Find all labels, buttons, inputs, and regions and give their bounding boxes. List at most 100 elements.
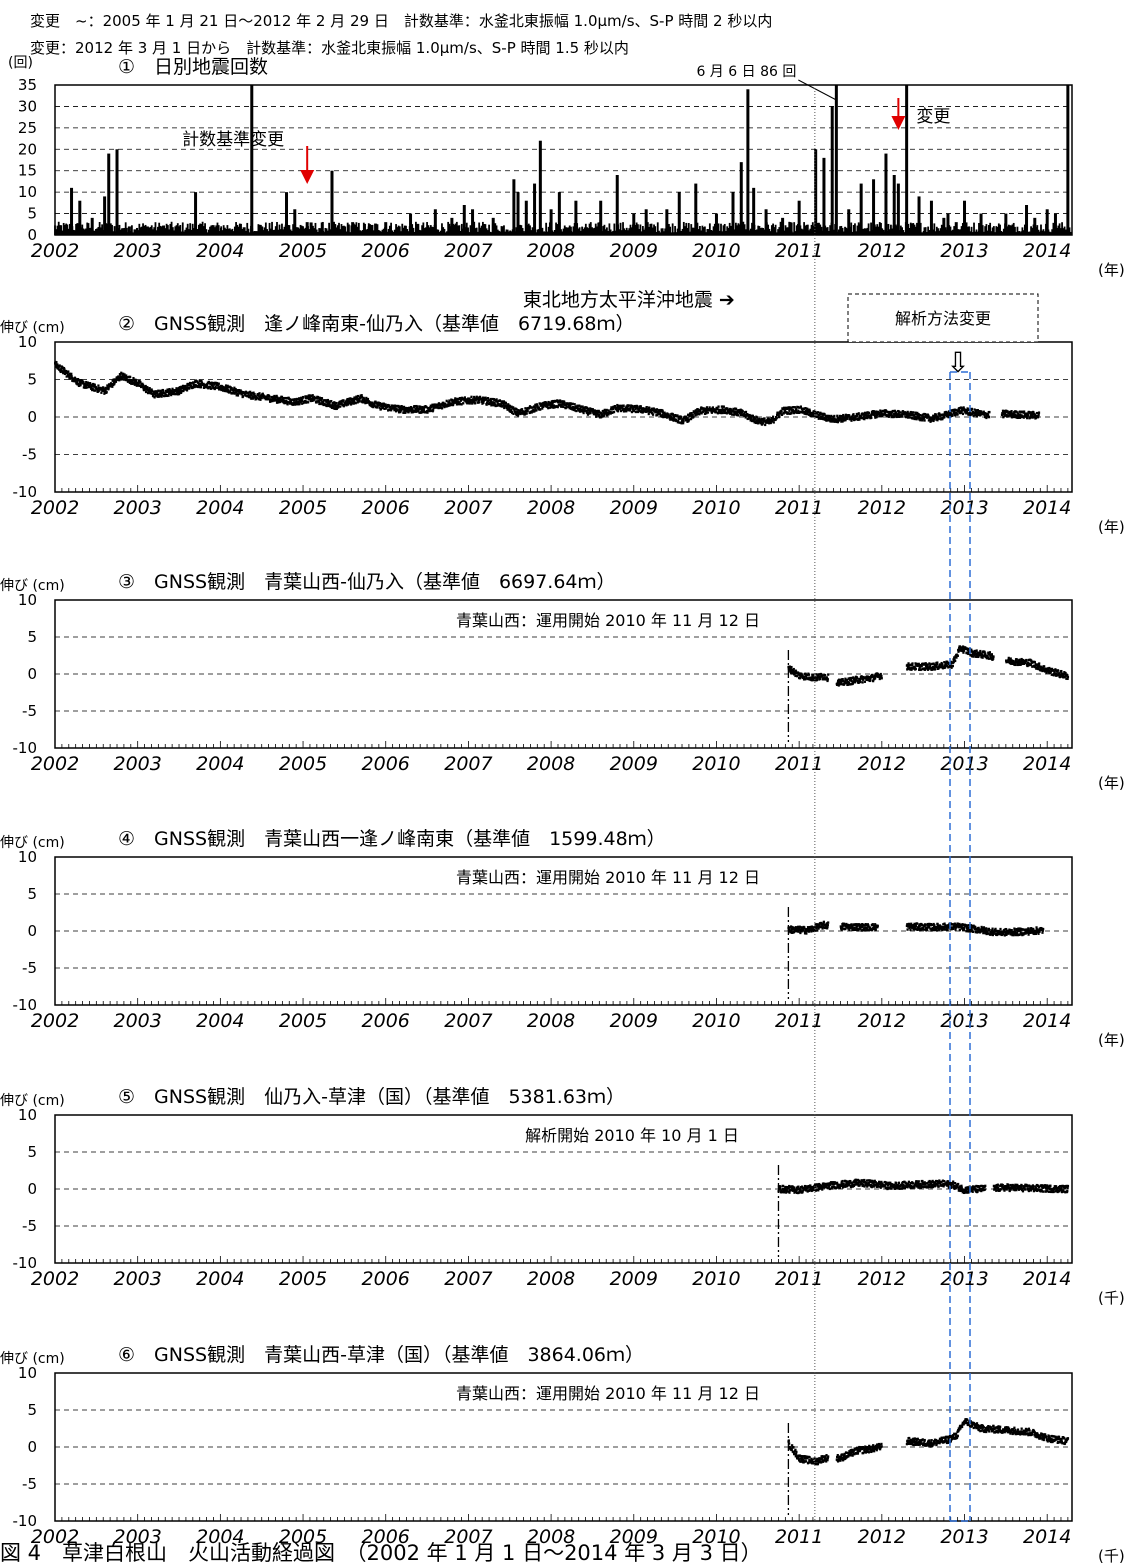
data-point [634,410,637,414]
data-point [848,679,852,682]
data-point [281,399,284,403]
data-point [331,402,335,405]
x-axis-unit: (年) [1098,261,1125,279]
data-point [989,654,992,657]
data-point [560,405,563,408]
data-point [671,413,675,416]
data-point [947,410,951,413]
data-point [943,661,946,664]
data-point [630,410,633,414]
data-point [128,381,131,384]
data-point [586,409,589,412]
data-point [812,673,815,676]
data-point [615,407,618,410]
data-point [806,673,809,677]
data-point [911,417,915,420]
data-point [132,376,135,380]
data-point [515,407,518,411]
data-point [56,363,59,366]
data-point [1014,413,1017,417]
data-point [927,419,930,422]
data-point [863,413,866,417]
data-point [512,406,515,409]
bar [250,85,254,235]
data-point [771,420,774,423]
x-tick-label: 2012 [858,240,906,262]
data-point [573,403,576,406]
x-tick-label: 2004 [196,240,244,262]
data-point [552,406,555,409]
header-line-2-text: ：2012 年 3 月 1 日から 計数基準：水釜北東振幅 1.0μm/s、S-… [60,39,629,57]
y-tick-label: 15 [18,162,37,180]
data-point [70,372,73,376]
data-point [904,412,907,416]
data-point [282,399,286,402]
data-point [951,664,954,668]
data-point [87,381,90,385]
data-point [818,677,822,680]
data-point [472,398,475,401]
data-point [279,398,283,401]
data-point [790,670,793,673]
data-point [503,406,506,409]
data-point [788,409,791,412]
x-tick-label: 2009 [610,753,658,775]
data-point [502,404,505,407]
x-tick-label: 2002 [31,497,79,519]
data-point [1037,411,1041,414]
data-point [316,395,320,399]
data-point [360,394,363,397]
data-point [662,415,666,418]
data-point [480,400,483,403]
data-point [337,406,340,409]
data-point [258,392,261,395]
data-point [143,388,147,391]
data-point [103,391,106,394]
data-point [634,407,637,411]
data-point [685,415,688,418]
data-point [909,411,913,414]
data-point [209,387,212,390]
data-point [705,412,708,415]
data-point [848,415,851,418]
data-point [682,420,685,423]
data-point [295,399,298,402]
x-tick-label: 2006 [362,240,410,262]
data-point [875,413,879,417]
data-point [70,375,73,378]
data-point [976,408,979,412]
data-point [817,675,820,678]
data-point [236,394,240,397]
data-point [490,403,493,407]
x-tick-label: 2008 [527,753,575,775]
data-point [971,650,974,653]
data-point [907,415,910,419]
data-point [66,373,70,376]
data-point [118,373,122,376]
data-point [956,654,959,657]
data-point [830,414,833,418]
data-point [382,404,385,408]
data-point [141,385,144,388]
data-point [85,386,88,389]
data-point [579,405,583,408]
data-point [379,407,382,411]
data-point [761,421,764,425]
data-point [836,414,839,418]
data-point [157,389,160,392]
data-point [154,394,158,397]
data-point [889,413,892,417]
data-point [290,398,293,402]
x-tick-label: 2008 [527,240,575,262]
data-point [901,415,904,418]
data-point [498,399,502,402]
data-point [607,413,610,416]
panel-p2: -10 -5 0 5 10 2002 2003 2004 2005 2006 2007 2008 200… [0,313,1125,536]
data-point [823,413,826,416]
data-point [848,414,851,417]
data-point [78,384,81,388]
data-point [940,663,944,666]
data-point [837,418,841,422]
bar [714,213,718,235]
data-point [887,415,890,418]
